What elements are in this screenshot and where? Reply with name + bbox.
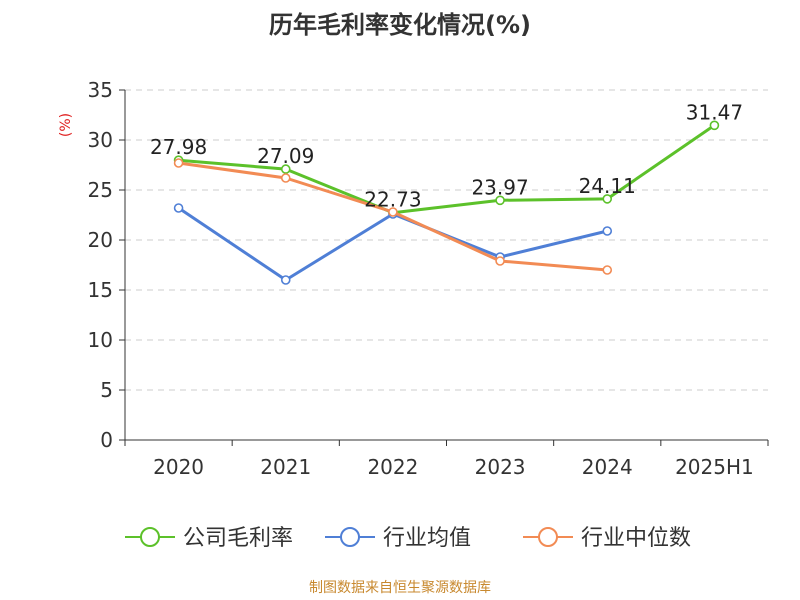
- data-point: [388, 207, 398, 217]
- legend-marker: [340, 527, 360, 547]
- x-tick-label: 2022: [367, 455, 418, 479]
- data-label: 31.47: [686, 100, 743, 124]
- y-tick-label: 10: [88, 328, 113, 352]
- data-point: [602, 265, 613, 275]
- data-point: [602, 194, 613, 204]
- y-tick-label: 15: [88, 278, 113, 302]
- x-tick-label: 2025H1: [675, 455, 754, 479]
- data-point: [709, 120, 720, 131]
- data-point: [280, 173, 291, 183]
- y-tick-label: 30: [88, 128, 113, 152]
- legend-label: 公司毛利率: [183, 526, 293, 551]
- legend-marker: [538, 527, 558, 547]
- legend-label: 行业中位数: [581, 526, 691, 551]
- chart-title: 历年毛利率变化情况(%): [269, 11, 531, 39]
- data-point: [173, 158, 184, 168]
- data-point: [173, 203, 184, 213]
- series-line: [177, 206, 608, 282]
- axes: 0 5 10 15 20 25 30 35 2020 2021 2022 2023 2024 2025H1: [88, 78, 769, 479]
- data-labels: 27.98 27.09 22.73 23.97 24.11 31.47: [150, 100, 743, 211]
- y-tick-label: 25: [88, 178, 113, 202]
- legend-label: 行业均值: [383, 526, 471, 551]
- data-label: 27.09: [257, 144, 314, 168]
- y-tick-label: 20: [88, 228, 113, 252]
- legend-marker: [140, 527, 160, 547]
- data-point: [280, 275, 291, 285]
- y-tick-label: 5: [100, 378, 113, 402]
- x-tick-label: 2021: [260, 455, 311, 479]
- x-tick-label: 2024: [582, 455, 633, 479]
- data-point: [495, 195, 505, 206]
- data-label: 22.73: [364, 188, 421, 212]
- x-tick-label: 2020: [153, 455, 204, 479]
- series-lines: [173, 120, 720, 285]
- source-footer: 制图数据来自恒生聚源数据库: [309, 580, 491, 596]
- x-tick-label: 2023: [475, 455, 526, 479]
- data-label: 27.98: [150, 135, 207, 159]
- y-axis-label: (%): [58, 113, 74, 137]
- data-label: 23.97: [471, 175, 528, 199]
- y-tick-label: 35: [88, 78, 113, 102]
- legend: 公司毛利率 行业均值 行业中位数: [125, 526, 691, 551]
- data-label: 24.11: [579, 174, 636, 198]
- y-tick-label: 0: [100, 428, 113, 452]
- series-line: [178, 124, 716, 215]
- data-point: [280, 164, 291, 174]
- grid: [125, 89, 768, 391]
- data-point: [602, 226, 613, 236]
- data-point: [495, 256, 505, 266]
